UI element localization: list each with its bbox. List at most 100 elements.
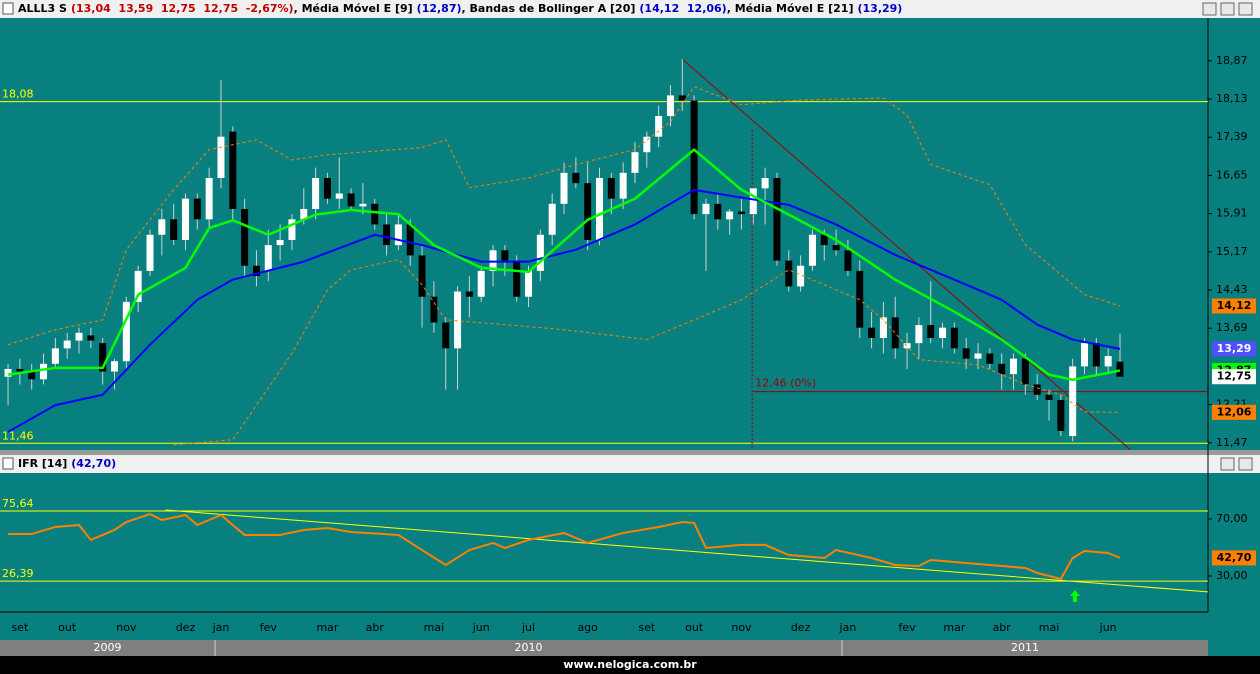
series-line xyxy=(7,148,1121,382)
candle-body xyxy=(619,172,627,199)
candle-body xyxy=(737,211,745,215)
candle-body xyxy=(726,211,734,220)
candle-body xyxy=(773,178,781,261)
candle-body xyxy=(939,327,947,338)
candle-body xyxy=(442,322,450,349)
candle-body xyxy=(205,178,213,220)
candle-body xyxy=(560,172,568,204)
series-line xyxy=(7,86,1121,346)
candle-body xyxy=(844,250,852,271)
button[interactable] xyxy=(1202,2,1217,16)
value-label-bg xyxy=(1212,341,1256,357)
candle-body xyxy=(974,353,982,359)
candle-body xyxy=(950,327,958,349)
candle-body xyxy=(430,296,438,323)
title-segment: (14,12 12,06) xyxy=(639,2,726,15)
y-tick-label: 15,91 xyxy=(1216,207,1248,220)
y-tick-label: 18,13 xyxy=(1216,92,1248,105)
candle-body xyxy=(170,219,178,240)
value-label: 13,29 xyxy=(1217,342,1252,355)
series-line xyxy=(173,259,1120,446)
value-label: 12,06 xyxy=(1217,405,1252,418)
panel-icon xyxy=(2,457,14,470)
candle-body xyxy=(714,203,722,220)
x-tick-label: ago xyxy=(577,621,598,634)
y-tick-label: 14,43 xyxy=(1216,283,1248,296)
title-segment: (12,87) xyxy=(417,2,462,15)
candle-body xyxy=(891,317,899,349)
signal-arrow xyxy=(1070,590,1080,602)
value-label-bg xyxy=(1212,550,1256,566)
title-bar xyxy=(0,455,1260,473)
x-tick-label: mai xyxy=(1039,621,1060,634)
candle-body xyxy=(28,371,36,380)
x-tick-label: set xyxy=(638,621,655,634)
candle-body xyxy=(63,340,71,349)
x-tick-label: abr xyxy=(993,621,1012,634)
plot xyxy=(0,59,1208,450)
candle-body xyxy=(1092,343,1100,367)
button[interactable] xyxy=(1238,457,1253,471)
button[interactable] xyxy=(1220,457,1235,471)
candle-body xyxy=(288,219,296,240)
reference-label: 11,46 xyxy=(2,429,34,442)
panel-separator xyxy=(0,450,1260,455)
candle-body xyxy=(1081,343,1089,367)
x-tick-label: mar xyxy=(943,621,965,634)
y-tick-label: 18,87 xyxy=(1216,54,1248,67)
candle-body xyxy=(16,368,24,372)
series-line xyxy=(7,188,1121,433)
footer-bar xyxy=(0,656,1260,674)
candle-body xyxy=(40,363,48,380)
candle-body xyxy=(193,198,201,220)
candle-body xyxy=(1104,356,1112,367)
candle-body xyxy=(111,361,119,372)
candle-body xyxy=(454,291,462,349)
year-label: 2011 xyxy=(1011,641,1039,654)
candle-body xyxy=(572,172,580,184)
x-tick-label: dez xyxy=(791,621,811,634)
candle-body xyxy=(525,270,533,297)
value-label: 14,12 xyxy=(1217,299,1252,312)
candle-body xyxy=(690,100,698,215)
x-tick-label: abr xyxy=(366,621,385,634)
candle-body xyxy=(678,95,686,101)
candle-body xyxy=(808,234,816,266)
plot xyxy=(0,509,1208,593)
candle-body xyxy=(229,131,237,209)
x-tick-label: dez xyxy=(176,621,196,634)
reference-label: 26,39 xyxy=(2,567,34,580)
x-tick-label: fev xyxy=(898,621,916,634)
candle-body xyxy=(300,208,308,220)
x-tick-label: mai xyxy=(424,621,445,634)
y-tick-label: 16,65 xyxy=(1216,168,1248,181)
candle-body xyxy=(312,178,320,209)
value-label-bg xyxy=(1212,404,1256,420)
button[interactable] xyxy=(1220,2,1235,16)
candle-body xyxy=(962,348,970,359)
value-label: 12,75 xyxy=(1217,370,1252,383)
candle-body xyxy=(418,255,426,297)
y-tick-label: 17,39 xyxy=(1216,130,1248,143)
candle-body xyxy=(761,178,769,189)
candle-body xyxy=(4,368,12,377)
candle-body xyxy=(371,203,379,225)
title-segment: , Média Móvel E [9] xyxy=(294,2,413,15)
title-bar xyxy=(0,0,1260,18)
candle-body xyxy=(87,335,95,341)
title-segment: , Bandas de Bollinger A [20] xyxy=(462,2,636,15)
button[interactable] xyxy=(1238,2,1253,16)
candle-body xyxy=(1069,366,1077,437)
candle-body xyxy=(489,250,497,271)
reference-label: 75,64 xyxy=(2,497,34,510)
value-label: 42,70 xyxy=(1217,551,1252,564)
window-buttons[interactable] xyxy=(1202,2,1253,471)
trend-line xyxy=(682,59,1131,450)
candle-body xyxy=(217,136,225,178)
year-label: 2010 xyxy=(515,641,543,654)
candle-body xyxy=(75,332,83,341)
candle-body xyxy=(655,116,663,137)
y-tick-label: 30,00 xyxy=(1216,569,1248,582)
